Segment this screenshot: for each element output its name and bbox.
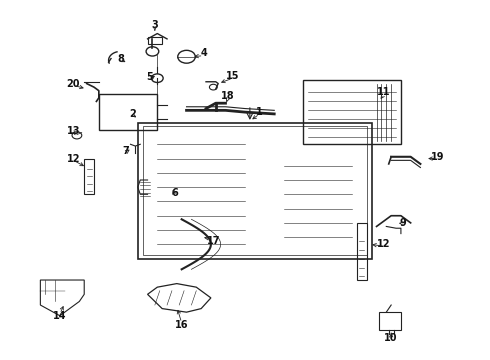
Text: 7: 7 [122,147,129,157]
Text: 10: 10 [385,333,398,343]
Text: 18: 18 [221,91,235,101]
Text: 8: 8 [117,54,124,64]
Text: 3: 3 [151,19,158,30]
Text: 6: 6 [171,188,178,198]
Text: 9: 9 [400,218,407,228]
Text: 4: 4 [200,48,207,58]
Text: 20: 20 [67,78,80,89]
Text: 17: 17 [207,236,220,246]
Text: 16: 16 [175,320,189,330]
Text: 1: 1 [256,107,263,117]
Text: 14: 14 [53,311,67,321]
Text: 12: 12 [67,154,80,163]
Text: 11: 11 [377,87,391,98]
Text: 13: 13 [67,126,80,136]
Text: 19: 19 [431,152,444,162]
Text: 12: 12 [377,239,391,249]
Text: 2: 2 [129,109,136,119]
Text: 15: 15 [226,71,240,81]
Text: 5: 5 [147,72,153,82]
